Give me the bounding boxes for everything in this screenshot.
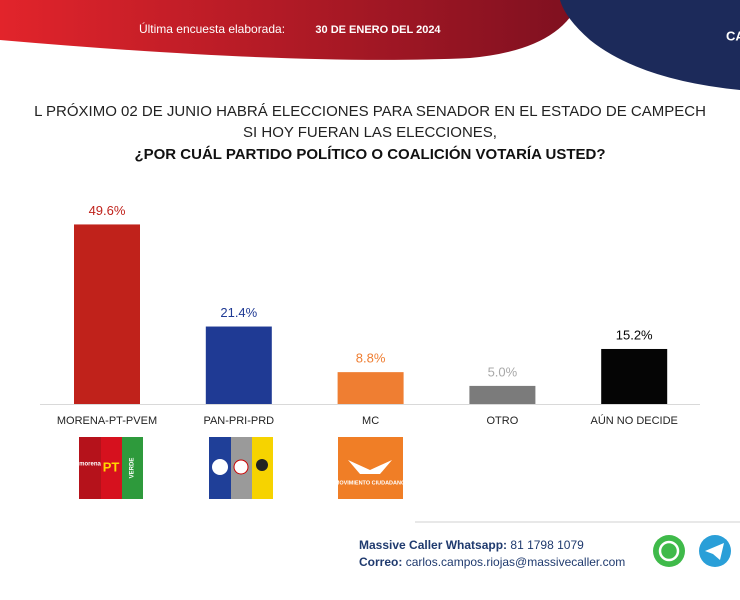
value-label: 21.4% bbox=[220, 305, 257, 320]
logo-mc: MOVIMIENTO CIUDADANO bbox=[335, 437, 406, 499]
category-label: PAN-PRI-PRD bbox=[203, 415, 274, 427]
value-label: 8.8% bbox=[356, 351, 386, 366]
bar bbox=[205, 326, 272, 404]
value-label: 49.6% bbox=[89, 203, 126, 218]
footer-label: Massive Caller Whatsapp: 81 1798 1079 bbox=[359, 538, 584, 552]
title-line: L PRÓXIMO 02 DE JUNIO HABRÁ ELECCIONES P… bbox=[34, 103, 706, 120]
footer-label: Correo: carlos.campos.riojas@massivecall… bbox=[359, 555, 625, 569]
category-label: OTRO bbox=[487, 415, 519, 427]
logo-text: PT bbox=[103, 459, 120, 474]
header-corner bbox=[560, 0, 740, 90]
header-band bbox=[0, 0, 580, 60]
logo-pan-pri-prd bbox=[209, 437, 273, 499]
whatsapp-icon bbox=[653, 535, 685, 567]
logo-morena: morena PT VERDE bbox=[79, 437, 143, 499]
logo-text: MOVIMIENTO CIUDADANO bbox=[335, 480, 406, 486]
value-label: 15.2% bbox=[616, 327, 653, 342]
footer-label: Correo: bbox=[359, 555, 402, 569]
footer-value: carlos.campos.riojas@massivecaller.com bbox=[406, 555, 626, 569]
category-label: AÚN NO DECIDE bbox=[590, 414, 677, 427]
telegram-icon bbox=[705, 543, 724, 560]
corner-text: CA bbox=[726, 28, 740, 43]
bar bbox=[469, 385, 536, 404]
survey-date: 30 DE ENERO DEL 2024 bbox=[315, 24, 441, 36]
title-line: SI HOY FUERAN LAS ELECCIONES, bbox=[243, 124, 497, 141]
footer-value: 81 1798 1079 bbox=[510, 538, 584, 552]
logo-text: VERDE bbox=[130, 458, 136, 479]
survey-label: Última encuesta elaborada: bbox=[139, 21, 285, 36]
bar bbox=[601, 348, 668, 404]
category-label: MC bbox=[362, 415, 379, 427]
footer-label: Massive Caller Whatsapp: bbox=[359, 538, 507, 552]
bar bbox=[74, 224, 140, 404]
whatsapp-icon bbox=[658, 540, 680, 562]
category-label: MORENA-PT-PVEM bbox=[57, 415, 157, 427]
logo-text: morena bbox=[79, 462, 101, 468]
bar bbox=[337, 372, 404, 404]
value-label: 5.0% bbox=[488, 364, 518, 379]
title-line: ¿POR CUÁL PARTIDO POLÍTICO O COALICIÓN V… bbox=[134, 145, 605, 163]
